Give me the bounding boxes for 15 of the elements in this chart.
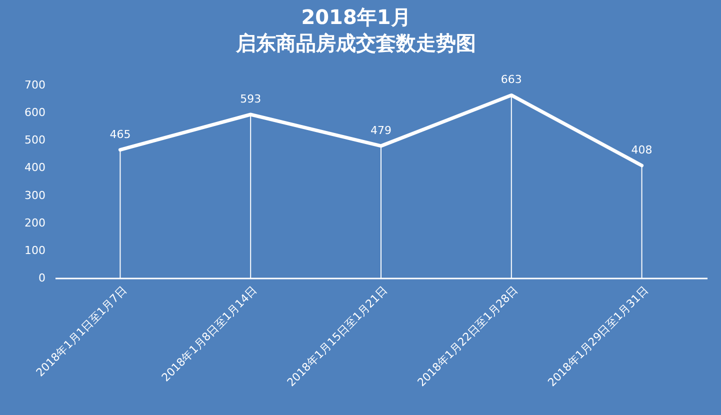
y-tick-label: 700: [24, 78, 46, 92]
data-label: 593: [240, 92, 262, 106]
y-tick-label: 500: [24, 134, 46, 147]
y-tick-label: 0: [38, 272, 46, 284]
chart-title: 2018年1月: [301, 5, 411, 30]
chart-subtitle: 启东商品房成交套数走势图: [235, 31, 476, 56]
y-tick-label: 400: [24, 161, 46, 174]
y-tick-label: 100: [24, 244, 46, 257]
y-tick-label: 300: [24, 188, 46, 202]
y-tick-label: 600: [24, 106, 46, 120]
data-label: 663: [500, 73, 522, 86]
data-label: 465: [110, 128, 131, 141]
data-label: 408: [631, 144, 652, 157]
data-label: 479: [370, 124, 392, 137]
y-tick-label: 200: [24, 216, 46, 230]
